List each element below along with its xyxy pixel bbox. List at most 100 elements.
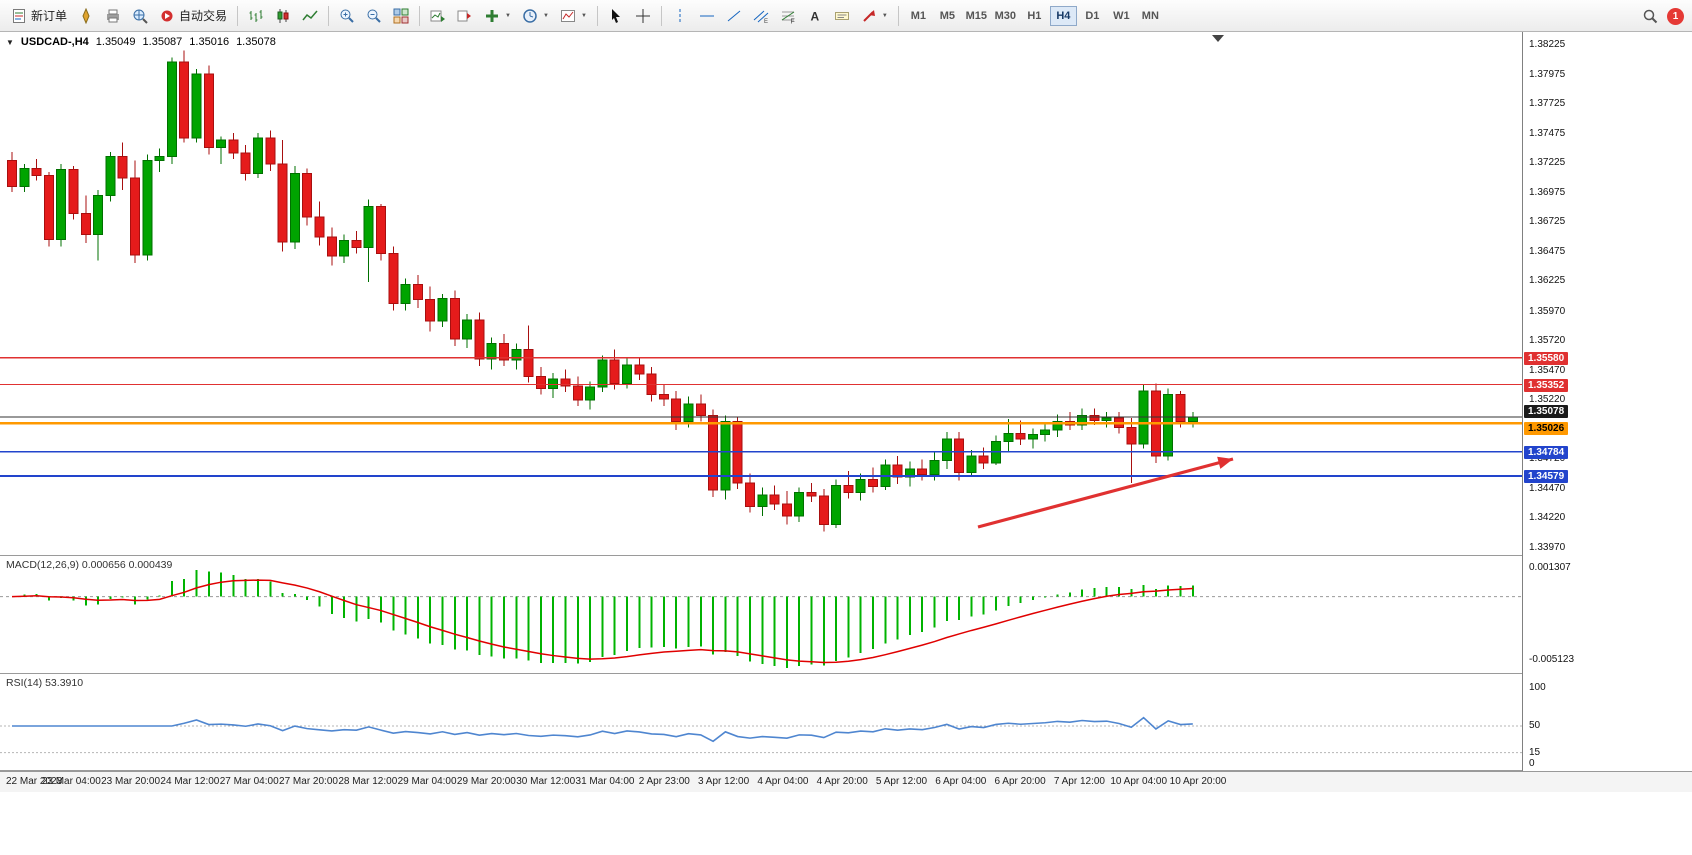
search-icon[interactable] bbox=[1642, 8, 1659, 25]
chart-header: ▼ USDCAD-,H4 1.35049 1.35087 1.35016 1.3… bbox=[6, 36, 276, 48]
time-label: 5 Apr 12:00 bbox=[875, 776, 928, 787]
price-tick: 1.34720 bbox=[1529, 453, 1566, 465]
price-tag: 1.35580 bbox=[1524, 351, 1569, 365]
fibonacci-tool-button[interactable]: F bbox=[775, 4, 801, 28]
chevron-down-icon: ▼ bbox=[505, 12, 511, 19]
trendline-icon bbox=[727, 10, 741, 21]
price-axis[interactable]: 1.38225 1.37975 1.37725 1.37475 1.37225 1.369… bbox=[1522, 32, 1692, 772]
price-tag: 1.35352 bbox=[1524, 378, 1569, 392]
line-chart-icon bbox=[302, 10, 318, 20]
main-chart-panel[interactable]: ▼ USDCAD-,H4 1.35049 1.35087 1.35016 1.3… bbox=[0, 32, 1522, 556]
zoom-out-icon bbox=[367, 9, 381, 23]
price-tick: 1.34220 bbox=[1529, 512, 1566, 524]
templates-button[interactable]: ▼ bbox=[555, 4, 592, 28]
time-label: 29 Mar 20:00 bbox=[456, 776, 516, 787]
macd-panel[interactable]: MACD(12,26,9) 0.000656 0.000439 bbox=[0, 556, 1522, 674]
price-tick: 1.37475 bbox=[1529, 127, 1566, 139]
timeframe-M1[interactable]: M1 bbox=[905, 6, 932, 26]
globe-preview-icon bbox=[133, 9, 148, 24]
auto-scroll-button[interactable] bbox=[425, 4, 451, 28]
text-tool-button[interactable]: A bbox=[802, 4, 828, 28]
fibonacci-icon: F bbox=[781, 11, 795, 24]
text-icon: A bbox=[810, 9, 819, 23]
chevron-down-icon: ▼ bbox=[542, 12, 549, 19]
time-label: 4 Apr 20:00 bbox=[816, 776, 868, 787]
styler-button[interactable] bbox=[73, 4, 99, 28]
time-label: 6 Apr 04:00 bbox=[935, 776, 987, 787]
time-label: 30 Mar 12:00 bbox=[516, 776, 576, 787]
time-label: 6 Apr 20:00 bbox=[994, 776, 1046, 787]
crosshair-icon bbox=[635, 8, 650, 23]
notification-badge[interactable]: 1 bbox=[1667, 7, 1684, 25]
separator bbox=[897, 5, 899, 26]
macd-label: MACD(12,26,9) 0.000656 0.000439 bbox=[6, 559, 173, 571]
autotrade-label: 自动交易 bbox=[179, 9, 228, 23]
auto-scroll-icon bbox=[430, 10, 446, 22]
time-label: 3 Apr 12:00 bbox=[698, 776, 750, 787]
line-chart-button[interactable] bbox=[297, 4, 323, 28]
timeframe-M30[interactable]: M30 bbox=[992, 6, 1019, 26]
time-label: 2 Apr 23:00 bbox=[638, 776, 690, 787]
rsi-panel[interactable]: RSI(14) 53.3910 bbox=[0, 674, 1522, 771]
svg-text:A: A bbox=[810, 9, 819, 23]
cursor-tool-button[interactable] bbox=[603, 4, 629, 28]
separator bbox=[596, 5, 598, 26]
rsi-axis-label: 100 bbox=[1529, 682, 1546, 693]
printer-icon bbox=[107, 9, 120, 22]
chart-menu-icon[interactable]: ▼ bbox=[6, 37, 14, 47]
price-tick: 1.34470 bbox=[1529, 482, 1566, 494]
timeframe-D1[interactable]: D1 bbox=[1079, 6, 1106, 26]
compass-icon bbox=[82, 7, 90, 24]
timeframe-M5[interactable]: M5 bbox=[934, 6, 961, 26]
timeframe-H1[interactable]: H1 bbox=[1021, 6, 1048, 26]
crosshair-tool-button[interactable] bbox=[630, 4, 656, 28]
vertical-line-icon bbox=[679, 8, 681, 23]
clock-icon bbox=[523, 8, 537, 23]
channel-tool-button[interactable]: E bbox=[748, 4, 774, 28]
chart-shift-button[interactable] bbox=[452, 4, 478, 28]
ohlc-high-value: 1.35087 bbox=[142, 36, 183, 48]
zoom-in-button[interactable] bbox=[334, 4, 360, 28]
price-tick: 1.36225 bbox=[1529, 275, 1566, 287]
autotrade-button[interactable]: 自动交易 bbox=[154, 4, 232, 28]
tile-windows-button[interactable] bbox=[388, 4, 414, 28]
vertical-line-tool-button[interactable] bbox=[667, 4, 693, 28]
rsi-label: RSI(14) 53.3910 bbox=[6, 677, 84, 689]
timeframe-MN[interactable]: MN bbox=[1137, 6, 1164, 26]
candlestick-chart-button[interactable] bbox=[270, 4, 296, 28]
price-tick: 1.35720 bbox=[1529, 335, 1566, 347]
timeframe-H4[interactable]: H4 bbox=[1049, 5, 1077, 26]
add-indicator-button[interactable]: ▼ bbox=[479, 4, 516, 28]
tile-windows-icon bbox=[393, 8, 409, 23]
periods-button[interactable]: ▼ bbox=[517, 4, 554, 28]
new-order-icon bbox=[13, 8, 25, 23]
price-tick: 1.36475 bbox=[1529, 245, 1566, 257]
macd-canvas[interactable] bbox=[0, 556, 1522, 674]
ohlc-close-value: 1.35078 bbox=[236, 36, 276, 48]
text-label-tool-button[interactable] bbox=[829, 4, 855, 28]
time-label: 24 Mar 12:00 bbox=[160, 776, 220, 787]
time-label: 4 Apr 04:00 bbox=[757, 776, 809, 787]
timeframe-M15[interactable]: M15 bbox=[963, 6, 990, 26]
preview-button[interactable] bbox=[127, 4, 153, 28]
time-label: 27 Mar 04:00 bbox=[219, 776, 279, 787]
horizontal-line-tool-button[interactable] bbox=[694, 4, 720, 28]
time-axis[interactable]: 22 Mar 2023 23 Mar 04:00 23 Mar 20:00 24 Ma… bbox=[0, 771, 1692, 792]
chevron-down-icon: ▼ bbox=[881, 12, 888, 19]
equidistant-channel-icon: E bbox=[753, 10, 769, 24]
arrow-shapes-icon bbox=[863, 9, 875, 22]
bar-chart-button[interactable] bbox=[243, 4, 269, 28]
price-tick: 1.36725 bbox=[1529, 216, 1566, 228]
timeframe-W1[interactable]: W1 bbox=[1108, 6, 1135, 26]
rsi-axis-label: 50 bbox=[1529, 720, 1541, 731]
template-icon bbox=[560, 9, 575, 22]
zoom-out-button[interactable] bbox=[361, 4, 387, 28]
separator bbox=[237, 5, 239, 26]
rsi-canvas[interactable] bbox=[0, 674, 1522, 771]
new-order-button[interactable]: 新订单 bbox=[6, 4, 72, 28]
price-tag: 1.34579 bbox=[1524, 469, 1569, 483]
trendline-tool-button[interactable] bbox=[721, 4, 747, 28]
shapes-tool-button[interactable]: ▼ bbox=[856, 4, 893, 28]
print-button[interactable] bbox=[100, 4, 126, 28]
price-chart-canvas[interactable] bbox=[0, 32, 1522, 556]
